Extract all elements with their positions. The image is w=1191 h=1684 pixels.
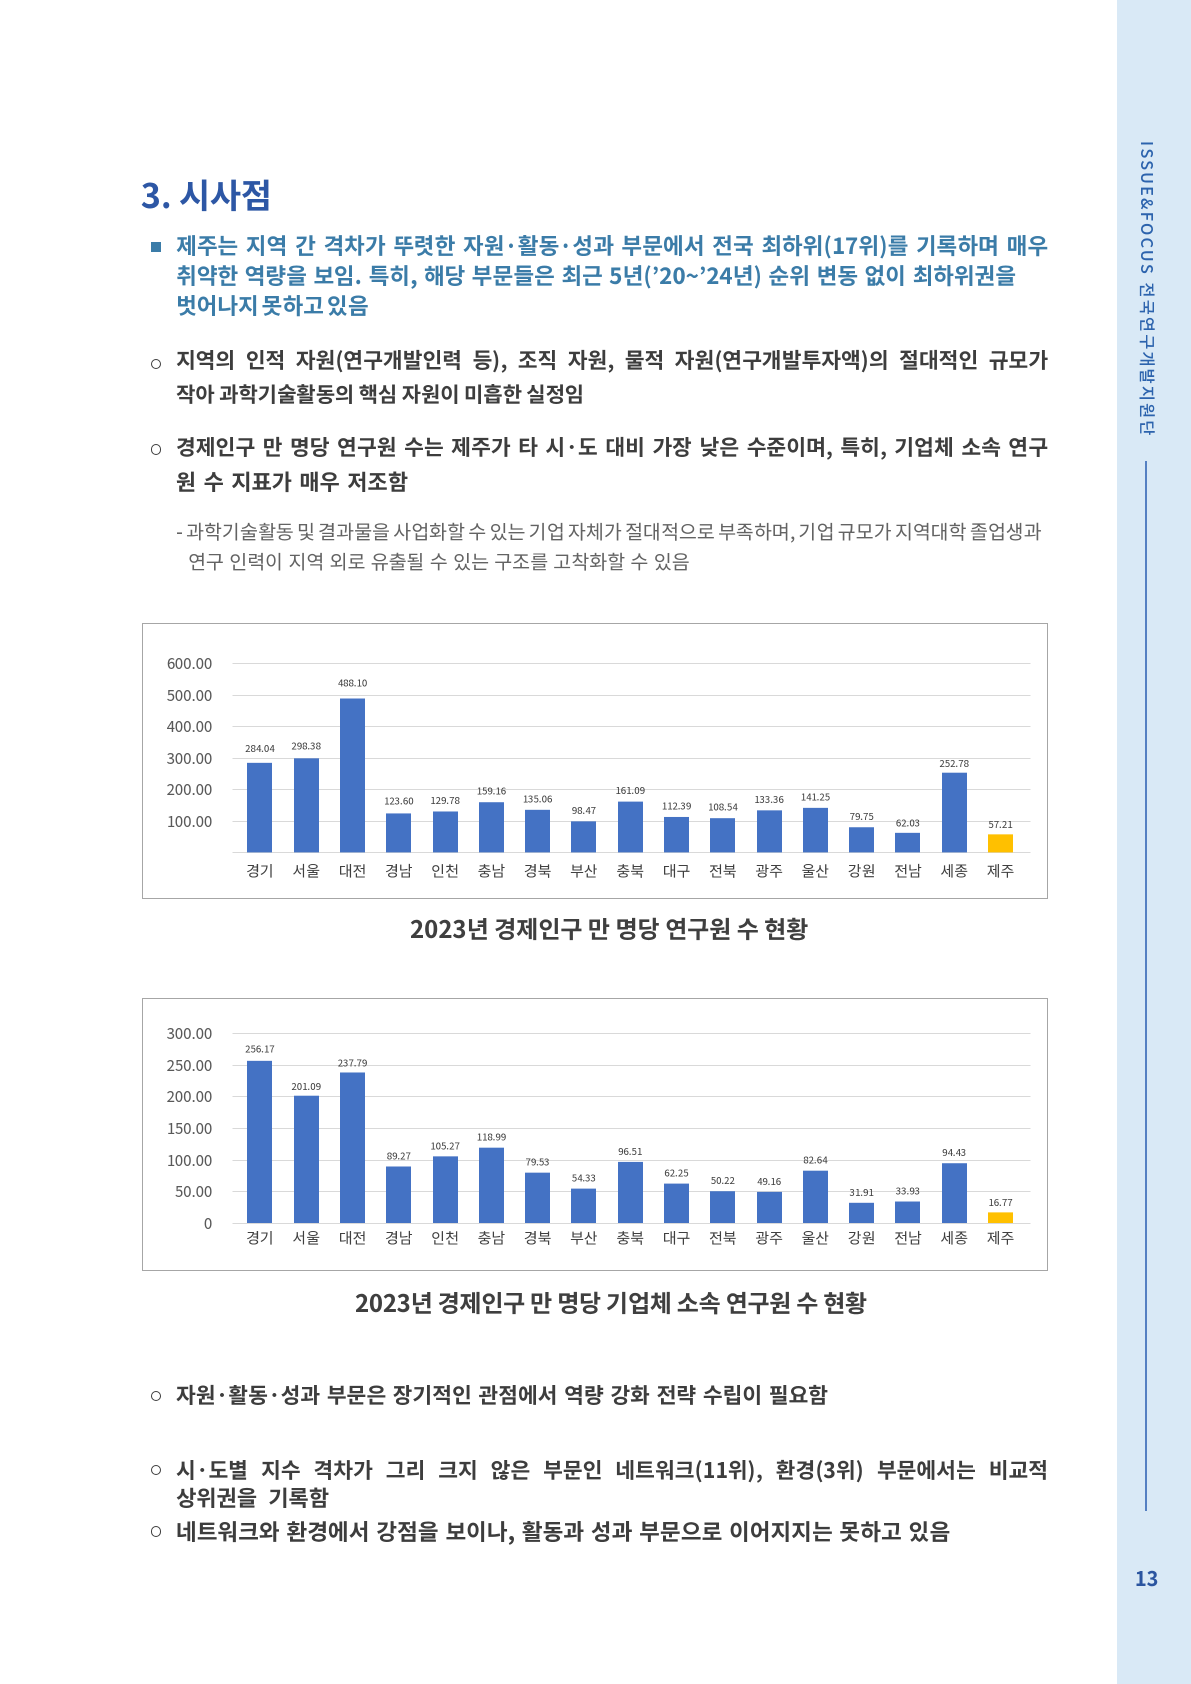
svg-text:경북: 경북 — [523, 1227, 551, 1248]
svg-text:강원: 강원 — [847, 1227, 875, 1248]
svg-text:250.00: 250.00 — [166, 1054, 212, 1075]
svg-text:79.75: 79.75 — [849, 808, 873, 822]
svg-text:50.22: 50.22 — [710, 1173, 735, 1187]
svg-text:256.17: 256.17 — [245, 1041, 275, 1055]
svg-text:133.36: 133.36 — [754, 791, 784, 805]
svg-text:전남: 전남 — [894, 860, 923, 881]
svg-text:16.77: 16.77 — [988, 1194, 1013, 1208]
svg-text:600.00: 600.00 — [166, 652, 212, 673]
svg-text:세종: 세종 — [940, 1227, 968, 1248]
svg-text:94.43: 94.43 — [942, 1145, 966, 1159]
svg-text:500.00: 500.00 — [165, 684, 212, 705]
svg-text:284.04: 284.04 — [245, 741, 275, 755]
svg-text:62.03: 62.03 — [895, 815, 919, 829]
svg-text:79.53: 79.53 — [525, 1154, 549, 1168]
svg-text:서울: 서울 — [292, 1227, 320, 1248]
svg-text:50.00: 50.00 — [174, 1180, 212, 1201]
svg-text:54.33: 54.33 — [571, 1170, 595, 1184]
svg-text:대전: 대전 — [338, 1227, 366, 1248]
svg-text:서울: 서울 — [292, 860, 320, 881]
svg-text:62.25: 62.25 — [664, 1165, 688, 1179]
svg-text:252.78: 252.78 — [939, 756, 969, 770]
svg-text:150.00: 150.00 — [166, 1117, 212, 1138]
svg-text:100.00: 100.00 — [166, 810, 212, 831]
svg-text:33.93: 33.93 — [895, 1183, 919, 1197]
svg-text:전북: 전북 — [708, 1227, 736, 1248]
svg-text:대구: 대구 — [662, 860, 690, 881]
svg-text:105.27: 105.27 — [430, 1138, 460, 1152]
svg-text:57.21: 57.21 — [988, 816, 1012, 830]
svg-text:충북: 충북 — [616, 1227, 644, 1248]
svg-text:112.39: 112.39 — [661, 798, 691, 812]
svg-text:울산: 울산 — [801, 860, 829, 881]
svg-text:108.54: 108.54 — [708, 799, 738, 813]
svg-text:0: 0 — [204, 1212, 212, 1233]
svg-text:경남: 경남 — [384, 860, 413, 881]
svg-text:31.91: 31.91 — [849, 1184, 873, 1198]
svg-text:충남: 충남 — [477, 1227, 506, 1248]
svg-text:201.09: 201.09 — [291, 1079, 321, 1093]
svg-text:경북: 경북 — [523, 860, 551, 881]
svg-text:82.64: 82.64 — [803, 1152, 827, 1166]
svg-text:135.06: 135.06 — [522, 791, 552, 805]
svg-text:488.10: 488.10 — [337, 675, 367, 689]
svg-text:98.47: 98.47 — [571, 802, 596, 816]
svg-text:광주: 광주 — [755, 1227, 783, 1248]
svg-text:298.38: 298.38 — [291, 738, 321, 752]
svg-text:전남: 전남 — [894, 1227, 923, 1248]
svg-text:세종: 세종 — [940, 860, 968, 881]
svg-text:300.00: 300.00 — [166, 747, 212, 768]
svg-text:광주: 광주 — [755, 860, 783, 881]
svg-text:제주: 제주 — [986, 1227, 1014, 1248]
svg-text:400.00: 400.00 — [166, 715, 212, 736]
svg-text:강원: 강원 — [847, 860, 875, 881]
svg-text:96.51: 96.51 — [618, 1143, 642, 1157]
svg-text:49.16: 49.16 — [756, 1173, 780, 1187]
svg-text:100.00: 100.00 — [166, 1149, 212, 1170]
svg-text:141.25: 141.25 — [800, 789, 830, 803]
svg-text:충남: 충남 — [477, 860, 506, 881]
svg-text:200.00: 200.00 — [166, 1085, 212, 1106]
svg-text:인천: 인천 — [431, 1227, 459, 1248]
svg-text:경기: 경기 — [246, 860, 274, 881]
svg-text:제주: 제주 — [986, 860, 1014, 881]
svg-text:충북: 충북 — [616, 860, 644, 881]
svg-text:부산: 부산 — [570, 1227, 598, 1248]
svg-text:123.60: 123.60 — [384, 793, 414, 807]
svg-text:118.99: 118.99 — [476, 1129, 506, 1143]
svg-text:전북: 전북 — [708, 860, 736, 881]
svg-text:89.27: 89.27 — [386, 1148, 411, 1162]
svg-text:경기: 경기 — [246, 1227, 274, 1248]
svg-text:대전: 대전 — [338, 860, 366, 881]
svg-text:부산: 부산 — [570, 860, 598, 881]
svg-text:237.79: 237.79 — [337, 1055, 367, 1069]
svg-text:경남: 경남 — [384, 1227, 413, 1248]
svg-text:159.16: 159.16 — [476, 783, 506, 797]
svg-text:300.00: 300.00 — [166, 1022, 212, 1043]
svg-text:200.00: 200.00 — [166, 778, 212, 799]
svg-text:울산: 울산 — [801, 1227, 829, 1248]
svg-text:인천: 인천 — [431, 860, 459, 881]
svg-text:129.78: 129.78 — [430, 793, 460, 807]
svg-text:161.09: 161.09 — [615, 783, 645, 797]
svg-text:대구: 대구 — [662, 1227, 690, 1248]
